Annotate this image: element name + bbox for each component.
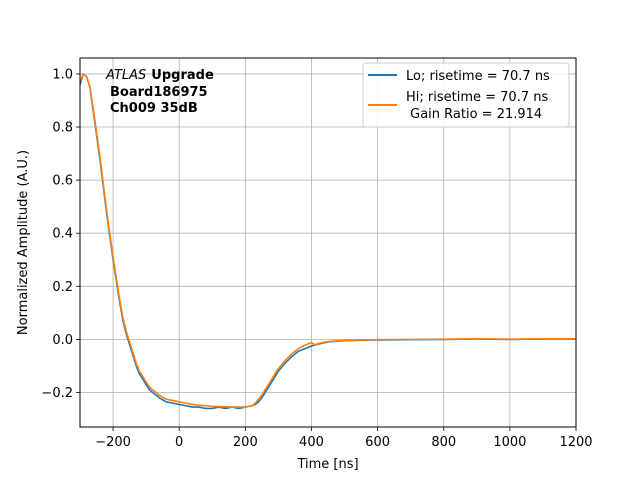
x-tick-label: 200 bbox=[233, 435, 258, 450]
y-tick-label: 0.6 bbox=[52, 174, 73, 189]
y-tick-label: 1.0 bbox=[52, 67, 73, 82]
legend: Lo; risetime = 70.7 ns Hi; risetime = 70… bbox=[362, 62, 570, 128]
x-tick-label: 600 bbox=[365, 435, 390, 450]
annotation-line2: Board186975 bbox=[110, 85, 208, 100]
annotation-line3: Ch009 35dB bbox=[110, 101, 198, 116]
y-tick-label: 0.0 bbox=[52, 333, 73, 348]
y-axis: −0.2 0.0 0.2 0.4 0.6 0.8 1.0 bbox=[41, 67, 80, 401]
legend-label-hi-gain: Gain Ratio = 21.914 bbox=[406, 107, 542, 122]
y-tick-label: 0.4 bbox=[52, 227, 73, 242]
plot-area bbox=[80, 73, 576, 410]
legend-label-hi: Hi; risetime = 70.7 ns bbox=[406, 90, 548, 105]
series-line-hi bbox=[80, 73, 576, 408]
x-tick-label: 800 bbox=[431, 435, 456, 450]
x-tick-label: 1000 bbox=[493, 435, 526, 450]
x-tick-label: 1200 bbox=[559, 435, 592, 450]
x-tick-label: 0 bbox=[175, 435, 183, 450]
annotation: ATLAS Upgrade Board186975 Ch009 35dB bbox=[105, 68, 214, 116]
x-tick-label: −200 bbox=[95, 435, 131, 450]
annotation-upgrade: Upgrade bbox=[151, 68, 214, 83]
annotation-line1: ATLAS Upgrade bbox=[105, 68, 214, 83]
x-axis-label: Time [ns] bbox=[296, 457, 358, 472]
x-axis: −200 0 200 400 600 800 1000 1200 bbox=[95, 427, 593, 450]
annotation-atlas: ATLAS bbox=[105, 68, 146, 83]
y-axis-label: Normalized Amplitude (A.U.) bbox=[16, 150, 31, 335]
legend-box bbox=[362, 62, 570, 128]
axes-frame bbox=[79, 57, 577, 428]
y-tick-label: 0.8 bbox=[52, 121, 73, 136]
x-tick-label: 400 bbox=[299, 435, 324, 450]
y-tick-label: 0.2 bbox=[52, 280, 73, 295]
y-tick-label: −0.2 bbox=[41, 386, 73, 401]
legend-label-lo: Lo; risetime = 70.7 ns bbox=[406, 69, 550, 84]
